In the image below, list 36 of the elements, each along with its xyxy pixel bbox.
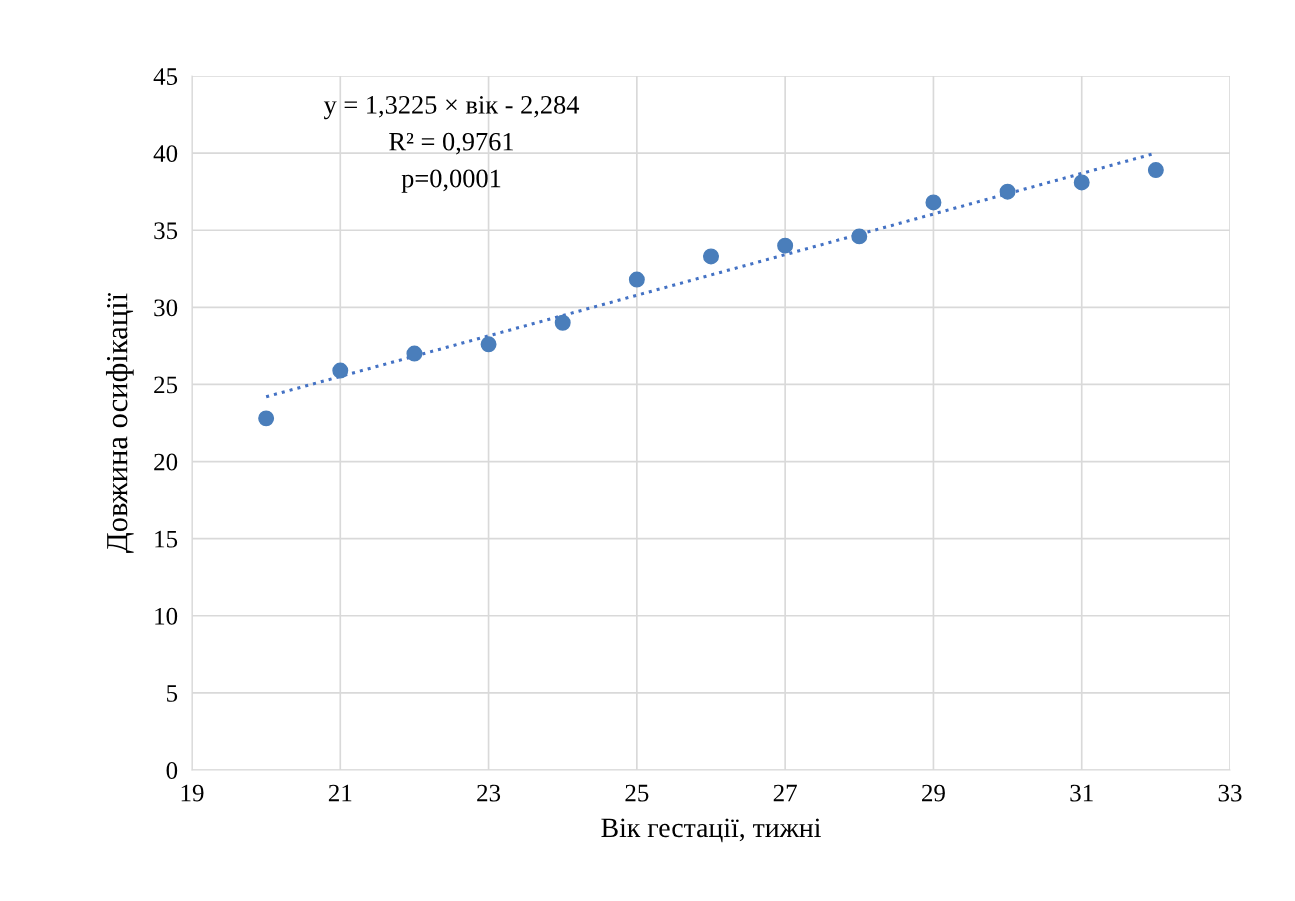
point	[777, 237, 794, 254]
y-tick-label: 15	[155, 530, 178, 548]
point	[1147, 162, 1164, 179]
x-tick-label: 25	[625, 784, 649, 802]
y-tick-label: 30	[154, 299, 178, 317]
point	[332, 362, 349, 379]
x-tick-label: 19	[181, 784, 204, 802]
y-tick-label: 20	[154, 453, 178, 471]
point	[925, 194, 942, 211]
y-tick-label: 0	[166, 762, 178, 779]
point	[703, 248, 719, 265]
y-tick-label: 35	[154, 222, 178, 240]
point	[480, 336, 497, 353]
point	[258, 410, 275, 427]
annotation: y = 1,3225 × вік - 2,284	[323, 95, 580, 120]
x-tick-label: 23	[477, 784, 501, 802]
point	[999, 183, 1016, 200]
y-tick-label: 45	[153, 68, 178, 85]
y-tick-label: 10	[155, 607, 178, 625]
point	[851, 228, 868, 245]
x-tick-label: 21	[328, 784, 352, 802]
y-tick-label: 40	[153, 145, 178, 163]
point	[554, 314, 571, 331]
x-tick-label: 27	[773, 784, 797, 802]
annotation: R² = 0,9761	[389, 132, 513, 155]
y-axis-title: Довжина осифікації	[105, 292, 134, 553]
x-tick-label: 31	[1070, 784, 1093, 802]
annotation: p=0,0001	[401, 169, 501, 193]
y-tick-label: 25	[154, 376, 178, 394]
x-tick-label: 33	[1218, 784, 1242, 802]
x-axis-title: Вік гестації, тижні	[601, 818, 821, 843]
point	[628, 271, 645, 288]
point	[1073, 174, 1090, 191]
x-tick-label: 29	[922, 784, 945, 802]
point	[406, 345, 423, 362]
y-tick-label: 5	[167, 685, 178, 702]
